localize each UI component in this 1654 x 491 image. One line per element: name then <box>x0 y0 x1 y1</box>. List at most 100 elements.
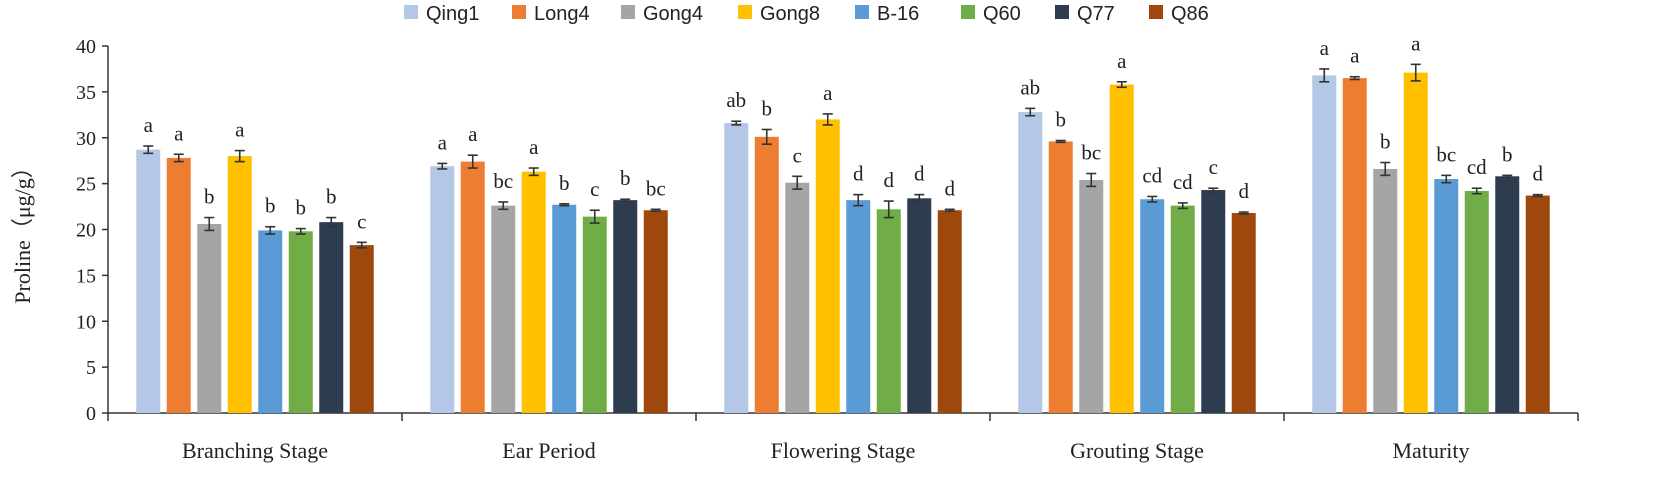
bar <box>1048 141 1073 414</box>
legend-label: Gong4 <box>643 3 703 25</box>
significance-letter: b <box>326 185 337 209</box>
significance-letter: bc <box>646 176 666 200</box>
bar <box>136 149 161 414</box>
bar <box>1201 190 1226 413</box>
x-category-label: Grouting Stage <box>1070 438 1204 463</box>
significance-letter: b <box>296 196 307 220</box>
y-tick-label: 25 <box>76 174 96 196</box>
y-tick-label: 20 <box>76 220 96 242</box>
significance-letter: c <box>793 143 802 167</box>
significance-letter: d <box>1533 162 1544 186</box>
bar <box>430 166 455 413</box>
bar <box>846 200 871 413</box>
legend-swatch <box>404 5 418 19</box>
bar <box>1525 195 1550 413</box>
bar <box>288 231 313 413</box>
x-axis: Branching Stage Ear Period Flowering Stage… <box>107 412 1579 463</box>
y-tick-label: 35 <box>76 82 96 104</box>
x-category-label: Ear Period <box>502 438 595 463</box>
y-axis: 0 5 10 15 20 25 30 35 40 <box>76 36 109 425</box>
y-tick-label: 30 <box>76 128 96 150</box>
significance-letter: b <box>204 185 215 209</box>
bar <box>349 245 374 413</box>
significance-letter: cd <box>1467 155 1487 179</box>
bar <box>1373 168 1398 413</box>
significance-letter: a <box>823 81 833 105</box>
legend-swatch <box>855 5 869 19</box>
significance-letter: bc <box>1081 141 1101 165</box>
bar <box>937 210 962 413</box>
y-tick-label: 0 <box>86 403 96 425</box>
bar <box>1464 190 1489 413</box>
bar <box>460 161 485 413</box>
x-category-label: Flowering Stage <box>771 438 916 463</box>
bar <box>521 171 546 413</box>
bar <box>1312 75 1337 414</box>
significance-letter: cd <box>1173 170 1193 194</box>
bar <box>582 216 607 413</box>
legend-label: Q60 <box>983 3 1021 25</box>
bar <box>1140 199 1165 413</box>
bar <box>1495 176 1520 413</box>
legend-swatch <box>621 5 635 19</box>
significance-letter: b <box>1056 108 1067 132</box>
significance-letter: a <box>235 118 245 142</box>
bar <box>876 209 901 413</box>
significance-letter: c <box>590 177 599 201</box>
bar <box>258 230 283 413</box>
significance-letter: a <box>1350 44 1360 68</box>
bar <box>166 157 191 413</box>
significance-letter: b <box>1502 142 1513 166</box>
bar <box>785 182 810 413</box>
legend-label: Q77 <box>1077 3 1115 25</box>
bar <box>754 136 779 413</box>
significance-letter: b <box>265 194 276 218</box>
bar <box>197 223 222 413</box>
significance-letter: d <box>945 176 956 200</box>
significance-letter: d <box>853 162 864 186</box>
significance-letter: a <box>438 130 448 154</box>
bar <box>643 210 668 413</box>
significance-letter: ab <box>1020 75 1040 99</box>
bar <box>1018 112 1043 413</box>
significance-letter: a <box>174 121 184 145</box>
y-tick-label: 10 <box>76 311 96 333</box>
bar <box>1403 72 1428 414</box>
x-category-label: Branching Stage <box>182 438 328 463</box>
significance-letter: bc <box>1436 142 1456 166</box>
legend: Qing1 Long4 Gong4 Gong8 B-16 Q60 Q77 Q86 <box>404 3 1209 25</box>
x-category-label: Maturity <box>1393 438 1470 463</box>
y-tick-label: 15 <box>76 265 96 287</box>
significance-letter: a <box>1320 36 1330 60</box>
significance-letter: a <box>468 122 478 146</box>
bar <box>1079 179 1104 413</box>
significance-letter: cd <box>1142 163 1162 187</box>
significance-letter: bc <box>493 169 513 193</box>
bar <box>1342 78 1367 414</box>
bar <box>815 119 840 414</box>
y-axis-label: Proline（μg/g） <box>10 156 35 303</box>
y-tick-label: 40 <box>76 36 96 58</box>
significance-letter: ab <box>726 88 746 112</box>
bar <box>552 204 577 413</box>
bar <box>1170 205 1195 413</box>
significance-letter: d <box>884 168 895 192</box>
significance-letter: a <box>529 135 539 159</box>
bar <box>227 156 252 413</box>
legend-label: Qing1 <box>426 3 479 25</box>
bar <box>1109 84 1134 413</box>
legend-label: Gong8 <box>760 3 820 25</box>
legend-label: B-16 <box>877 3 919 25</box>
legend-swatch <box>1055 5 1069 19</box>
y-tick-label: 5 <box>86 357 96 379</box>
significance-letter: c <box>1209 155 1218 179</box>
bar <box>907 198 932 413</box>
legend-swatch <box>961 5 975 19</box>
legend-label: Q86 <box>1171 3 1209 25</box>
legend-label: Long4 <box>534 3 590 25</box>
significance-letter: d <box>914 162 925 186</box>
bar <box>1434 179 1459 413</box>
significance-letter: a <box>144 113 154 137</box>
